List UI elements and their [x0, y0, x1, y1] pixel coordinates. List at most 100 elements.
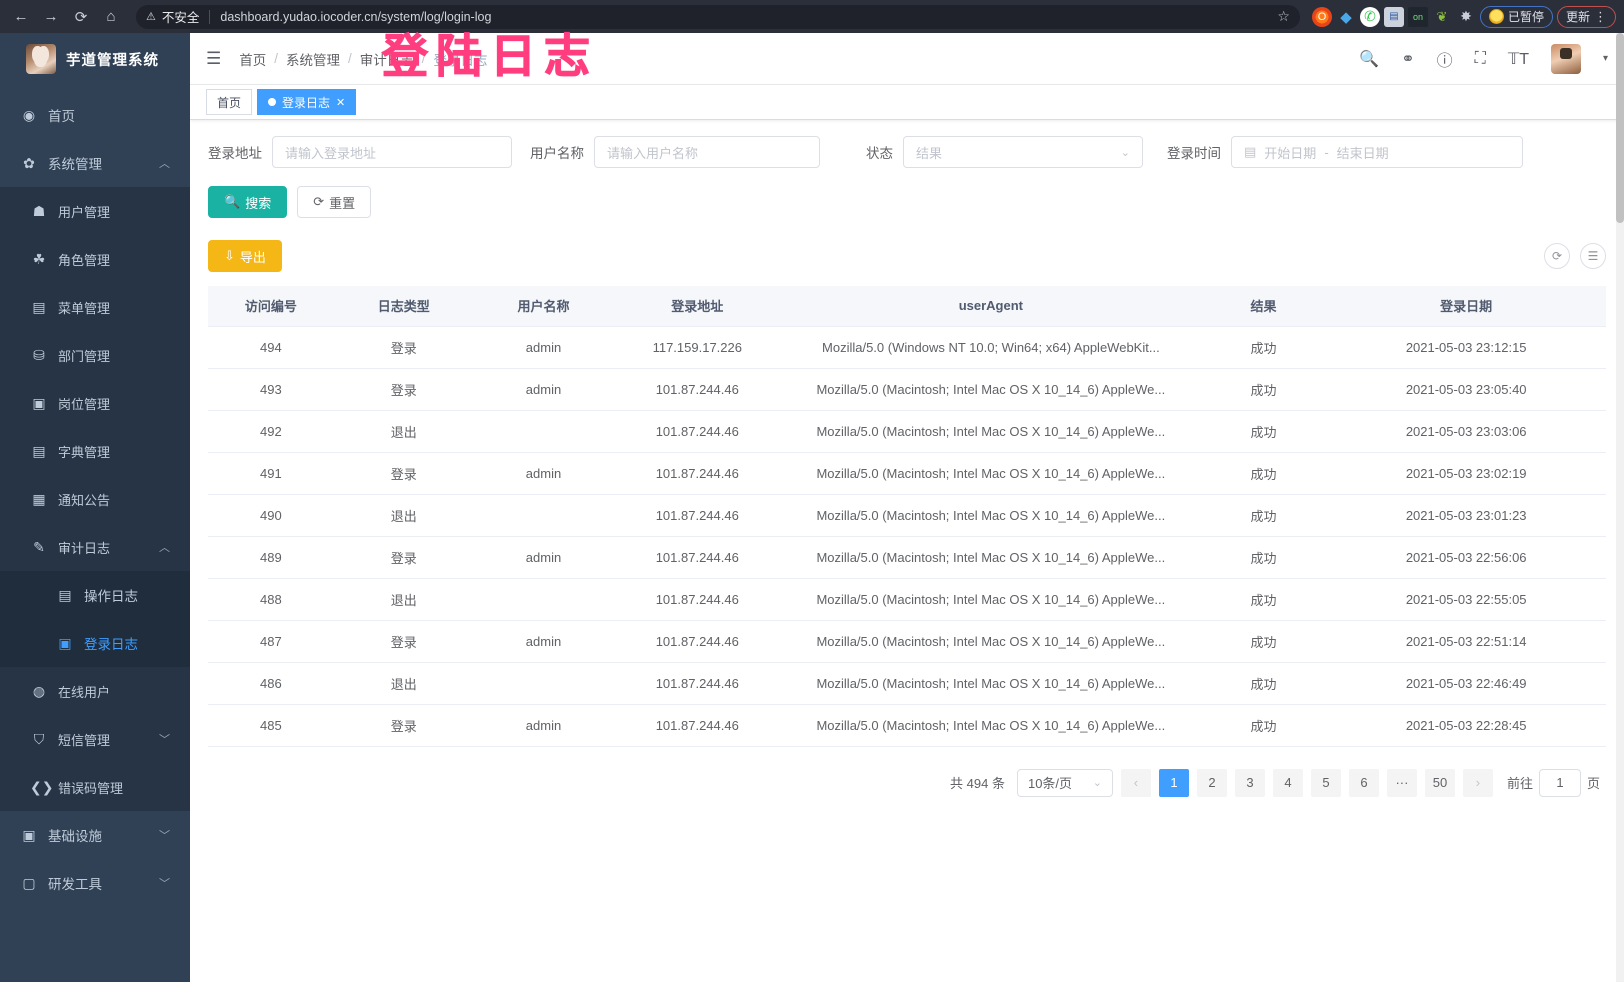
page-scrollbar[interactable] — [1616, 33, 1624, 982]
reset-button[interactable]: ⟳ 重置 — [297, 186, 372, 218]
sidebar-item-3[interactable]: ☘ 角色管理 — [0, 235, 190, 283]
table-row[interactable]: 493 登录 admin 101.87.244.46 Mozilla/5.0 (Maci… — [208, 368, 1606, 411]
pagination-page-5[interactable]: 5 — [1310, 768, 1341, 797]
address-bar[interactable]: ⚠ 不安全 dashboard.yudao.iocoder.cn/system/… — [136, 4, 1300, 29]
sidebar-item-6[interactable]: ▣ 岗位管理 — [0, 379, 190, 427]
scrollbar-thumb[interactable] — [1616, 33, 1624, 223]
table-row[interactable]: 489 登录 admin 101.87.244.46 Mozilla/5.0 (Maci… — [208, 536, 1606, 579]
table-row[interactable]: 485 登录 admin 101.87.244.46 Mozilla/5.0 (Maci… — [208, 704, 1606, 747]
breadcrumb-item-3[interactable]: 登录日志 — [433, 52, 488, 68]
sidebar-item-11[interactable]: ▣ 登录日志 — [0, 619, 190, 667]
sidebar-item-13[interactable]: ⛉ 短信管理 ﹀ — [0, 715, 190, 763]
translate-icon[interactable]: ▤ — [1383, 6, 1404, 27]
search-button[interactable]: 🔍 搜索 — [208, 186, 288, 218]
cell-c-res: 成功 — [1200, 662, 1327, 705]
column-header-5[interactable]: 结果 — [1200, 286, 1327, 327]
breadcrumb-item-2[interactable]: 审计日志 — [359, 52, 414, 68]
breadcrumb-item-1[interactable]: 系统管理 — [286, 52, 341, 68]
star-icon[interactable]: ☆ — [1277, 8, 1290, 24]
login-log-table: 访问编号 日志类型 用户名称 登录地址 userAgent 结果 登录日期 494 登录 adm… — [208, 286, 1606, 747]
update-pill[interactable]: 更新 ⋮ — [1556, 5, 1616, 28]
status-select[interactable]: 结果 ⌄ — [903, 136, 1143, 168]
back-icon[interactable]: ← — [13, 8, 29, 25]
table-row[interactable]: 487 登录 admin 101.87.244.46 Mozilla/5.0 (Maci… — [208, 620, 1606, 663]
breadcrumb-item-0[interactable]: 首页 — [239, 52, 267, 68]
sidebar-item-14[interactable]: ❮❯ 错误码管理 — [0, 763, 190, 811]
refresh-icon[interactable]: ⟳ — [1544, 243, 1570, 269]
fullscreen-icon[interactable]: ⛶ — [1474, 49, 1486, 67]
search-icon[interactable]: 🔍 — [1359, 50, 1380, 68]
sidebar-item-0[interactable]: ◉ 首页 — [0, 91, 190, 139]
close-icon[interactable]: ✕ — [336, 96, 346, 109]
sidebar-item-label: 登录日志 — [84, 637, 138, 652]
column-header-0[interactable]: 访问编号 — [208, 286, 334, 327]
table-row[interactable]: 488 退出 101.87.244.46 Mozilla/5.0 (Macintosh… — [208, 578, 1606, 621]
avatar[interactable] — [1550, 43, 1581, 74]
pagination-next[interactable]: › — [1462, 768, 1493, 797]
profile-pill[interactable]: 已暂停 — [1479, 5, 1553, 28]
puzzle-icon[interactable]: ✸ — [1460, 8, 1472, 24]
sidebar-item-9[interactable]: ✎ 审计日志 ︿ — [0, 523, 190, 571]
pagination-page-1[interactable]: 1 — [1158, 768, 1189, 797]
pagination-page-6[interactable]: 6 — [1348, 768, 1379, 797]
export-button[interactable]: ⇩ 导出 — [208, 240, 282, 272]
username-input[interactable]: 请输入用户名称 — [594, 136, 820, 168]
hamburger-icon[interactable]: ☰ — [206, 48, 222, 68]
table-row[interactable]: 494 登录 admin 117.159.17.226 Mozilla/5.0 (Win… — [208, 326, 1606, 369]
tab-0[interactable]: 首页 — [206, 89, 253, 115]
pagination-page-2[interactable]: 2 — [1196, 768, 1227, 797]
table-row[interactable]: 490 退出 101.87.244.46 Mozilla/5.0 (Macintosh… — [208, 494, 1606, 537]
column-settings-icon[interactable]: ☰ — [1580, 243, 1606, 269]
sidebar-logo[interactable]: 芋道管理系统 — [0, 33, 190, 85]
sidebar-item-4[interactable]: ▤ 菜单管理 — [0, 283, 190, 331]
reload-icon[interactable]: ⟳ — [74, 8, 88, 26]
cell-c-ua: Mozilla/5.0 (Macintosh; Intel Mac OS X 1… — [781, 452, 1201, 495]
github-icon[interactable]: ⚭ — [1401, 50, 1415, 68]
column-header-1[interactable]: 日志类型 — [333, 286, 474, 327]
table-row[interactable]: 492 退出 101.87.244.46 Mozilla/5.0 (Macintosh… — [208, 410, 1606, 453]
help-icon[interactable]: ⓘ — [1436, 52, 1453, 70]
pagination-page-3[interactable]: 3 — [1234, 768, 1265, 797]
sidebar-item-1[interactable]: ✿ 系统管理 ︿ — [0, 139, 190, 187]
login-address-input[interactable]: 请输入登录地址 — [272, 136, 512, 168]
pagination-prev[interactable]: ‹ — [1120, 768, 1151, 797]
sidebar-item-5[interactable]: ⛁ 部门管理 — [0, 331, 190, 379]
chevron-icon: ﹀ — [159, 830, 170, 842]
cell-c-ua: Mozilla/5.0 (Macintosh; Intel Mac OS X 1… — [781, 620, 1201, 663]
forward-arrow-icon[interactable]: → — [43, 8, 59, 25]
page-size-select[interactable]: 10条/页 ⌄ — [1016, 768, 1113, 797]
on-badge-icon[interactable]: on — [1407, 6, 1428, 27]
jump-input[interactable]: 1 — [1538, 768, 1581, 797]
sidebar-item-8[interactable]: ▦ 通知公告 — [0, 475, 190, 523]
cell-c-ip: 101.87.244.46 — [613, 410, 782, 453]
table-row[interactable]: 486 退出 101.87.244.46 Mozilla/5.0 (Macintosh… — [208, 662, 1606, 705]
opera-icon[interactable]: O — [1311, 6, 1332, 27]
sidebar-item-16[interactable]: ▢ 研发工具 ﹀ — [0, 859, 190, 907]
sidebar-item-12[interactable]: ◍ 在线用户 — [0, 667, 190, 715]
chevron-down-icon[interactable]: ▾ — [1602, 53, 1608, 64]
pagination-total: 共 494 条 — [950, 776, 1005, 791]
login-time-daterange[interactable]: ▤ 开始日期 - 结束日期 — [1231, 136, 1523, 168]
column-header-4[interactable]: userAgent — [781, 286, 1201, 327]
column-header-2[interactable]: 用户名称 — [473, 286, 614, 327]
sidebar-item-10[interactable]: ▤ 操作日志 — [0, 571, 190, 619]
column-header-6[interactable]: 登录日期 — [1326, 286, 1606, 327]
cell-c-res: 成功 — [1200, 704, 1327, 747]
font-size-icon[interactable]: 𝕋T — [1507, 50, 1529, 68]
home-icon[interactable]: ⌂ — [106, 8, 116, 25]
leaf-icon[interactable]: ❦ — [1436, 8, 1448, 24]
sidebar-item-2[interactable]: ☗ 用户管理 — [0, 187, 190, 235]
field-label: 登录地址 — [208, 146, 262, 161]
sidebar-logo-label: 芋道管理系统 — [66, 52, 159, 69]
pagination-page-4[interactable]: 4 — [1272, 768, 1303, 797]
sidebar-item-15[interactable]: ▣ 基础设施 ﹀ — [0, 811, 190, 859]
sidebar-item-7[interactable]: ▤ 字典管理 — [0, 427, 190, 475]
diamond-icon[interactable]: ◆ — [1340, 8, 1352, 26]
pagination-page-50[interactable]: 50 — [1424, 768, 1455, 797]
wechat-icon[interactable]: ✆ — [1359, 6, 1380, 27]
pagination-page-···[interactable]: ··· — [1386, 768, 1417, 797]
tab-1[interactable]: 登录日志 ✕ — [257, 89, 357, 115]
column-header-3[interactable]: 登录地址 — [613, 286, 782, 327]
table-row[interactable]: 491 登录 admin 101.87.244.46 Mozilla/5.0 (Maci… — [208, 452, 1606, 495]
kebab-menu-icon[interactable]: ⋮ — [1594, 8, 1607, 24]
